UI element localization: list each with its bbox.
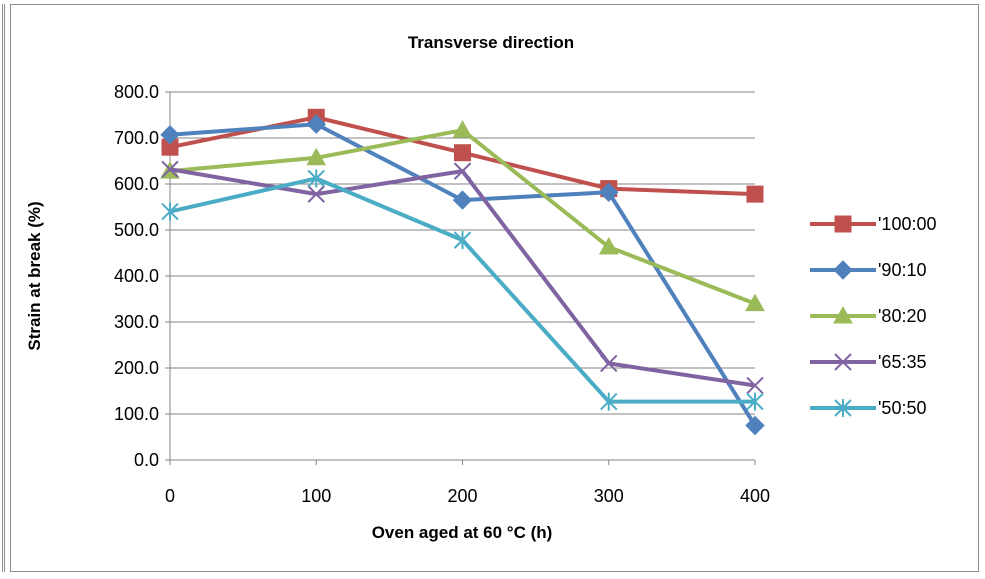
data-point xyxy=(454,144,471,162)
chart-title: Transverse direction xyxy=(408,33,574,52)
data-point xyxy=(306,147,327,166)
data-point xyxy=(160,125,180,145)
legend-marker xyxy=(834,353,852,371)
legend-marker xyxy=(834,399,852,417)
gridlines xyxy=(170,91,755,415)
data-point xyxy=(600,354,618,373)
y-axis-title: Strain at break (%) xyxy=(25,201,44,350)
data-point xyxy=(453,231,472,250)
legend-label: '90:10 xyxy=(878,260,926,280)
legend-label: '100:00 xyxy=(878,214,937,234)
legend-marker xyxy=(833,305,853,324)
data-point xyxy=(599,182,619,202)
y-tick-label: 700.0 xyxy=(114,128,159,148)
data-point xyxy=(307,169,325,188)
data-point xyxy=(598,237,619,255)
data-point xyxy=(745,415,765,436)
series--65-35 xyxy=(161,160,764,395)
y-tick-label: 300.0 xyxy=(114,312,159,332)
y-tick-label: 100.0 xyxy=(114,404,159,424)
data-point xyxy=(307,185,325,203)
legend-label: '65:35 xyxy=(878,352,926,372)
data-point xyxy=(452,190,473,210)
data-point xyxy=(452,120,473,138)
data-point xyxy=(306,114,326,134)
x-tick-label: 200 xyxy=(447,486,477,506)
x-axis-ticks: 0 100 200 300 400 xyxy=(165,460,770,506)
legend-label: '80:20 xyxy=(878,306,926,326)
data-point xyxy=(746,392,764,411)
legend-entry: '80:20 xyxy=(810,305,926,326)
legend-entry: '65:35 xyxy=(810,352,926,372)
x-tick-label: 400 xyxy=(740,486,770,506)
data-point xyxy=(453,162,472,180)
y-axis-ticks: 0.0 100.0 200.0 300.0 400.0 500.0 600.0 700.0 80… xyxy=(114,82,170,470)
y-tick-label: 500.0 xyxy=(114,220,159,240)
data-point xyxy=(600,392,618,411)
x-tick-label: 100 xyxy=(301,486,331,506)
legend-entry: '90:10 xyxy=(810,260,926,280)
legend-marker xyxy=(834,215,852,233)
data-point xyxy=(161,160,179,178)
legend-label: '50:50 xyxy=(878,398,926,418)
legend-entry: '100:00 xyxy=(810,214,937,234)
y-tick-label: 400.0 xyxy=(114,266,159,286)
y-tick-label: 0.0 xyxy=(134,450,159,470)
legend: '100:00 '90:10 '80:20 '65:35 '50:50 xyxy=(810,214,937,418)
series--80-20 xyxy=(160,120,765,312)
left-border-rule xyxy=(2,4,5,572)
data-point xyxy=(746,376,764,395)
y-tick-label: 200.0 xyxy=(114,358,159,378)
series-layer xyxy=(160,108,765,436)
x-tick-label: 0 xyxy=(165,486,175,506)
chart-frame xyxy=(10,4,979,572)
series--90-10 xyxy=(160,114,765,436)
y-tick-label: 800.0 xyxy=(114,82,159,102)
legend-entry: '50:50 xyxy=(810,398,926,418)
y-tick-label: 600.0 xyxy=(114,174,159,194)
data-point xyxy=(746,185,764,203)
series--50-50 xyxy=(161,169,764,411)
x-axis-title: Oven aged at 60 °C (h) xyxy=(372,523,553,542)
x-tick-label: 300 xyxy=(594,486,624,506)
data-point xyxy=(745,293,765,312)
data-point xyxy=(161,202,179,221)
legend-marker xyxy=(833,260,853,280)
